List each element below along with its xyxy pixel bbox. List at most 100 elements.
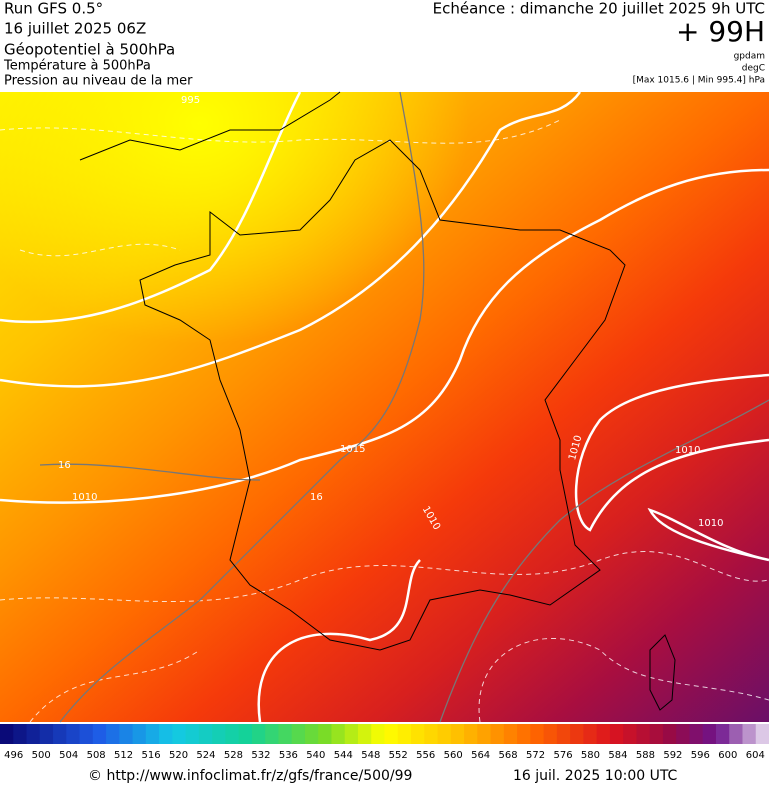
colorbar-swatch <box>225 724 240 744</box>
colorbar-swatch <box>676 724 690 744</box>
colorbar-label: 564 <box>471 750 490 761</box>
colorbar-swatch <box>715 724 730 744</box>
colorbar-label: 500 <box>32 750 51 761</box>
colorbar-swatch <box>185 724 200 744</box>
colorbar-label: 544 <box>334 750 353 761</box>
uk-coast <box>79 91 341 161</box>
colorbar-swatch <box>318 724 332 744</box>
colorbar-swatch <box>212 724 226 744</box>
contour-label: 995 <box>181 95 200 106</box>
colorbar-swatch <box>371 724 385 744</box>
colorbar-label: 504 <box>59 750 78 761</box>
contour-label: 16 <box>310 492 323 503</box>
colorbar-swatch <box>596 724 611 744</box>
colorbar-swatch <box>291 724 306 744</box>
colorbar-swatch <box>13 724 28 744</box>
colorbar-swatch <box>543 724 558 744</box>
colorbar-swatch <box>411 724 425 744</box>
colorbar-swatch <box>357 724 372 744</box>
colorbar-swatch <box>636 724 651 744</box>
colorbar-swatch <box>424 724 439 744</box>
colorbar-swatch <box>66 724 81 744</box>
isotherms <box>0 119 769 723</box>
source-url: © http://www.infoclimat.fr/z/gfs/france/… <box>88 768 412 784</box>
colorbar-swatch <box>570 724 584 744</box>
colorbar-label: 568 <box>499 750 518 761</box>
colorbar-label: 540 <box>306 750 325 761</box>
colorbar-swatch <box>742 724 757 744</box>
colorbar-label: 552 <box>389 750 408 761</box>
colorbar-swatch <box>119 724 134 744</box>
isobars <box>0 91 769 723</box>
contour-label: 16 <box>58 460 71 471</box>
colorbar-swatch <box>159 724 173 744</box>
map: 995 16 1010 1015 16 1010 1010 1010 1010 <box>0 91 769 723</box>
colorbar-swatch <box>517 724 531 744</box>
colorbar-label: 576 <box>553 750 572 761</box>
colorbar-label: 496 <box>4 750 23 761</box>
colorbar-swatch <box>464 724 478 744</box>
colorbar-swatch <box>304 724 319 744</box>
corsica <box>649 634 676 711</box>
colorbar-swatch <box>39 724 54 744</box>
colorbar-label: 588 <box>636 750 655 761</box>
colorbar-swatch <box>477 724 492 744</box>
layer-label: Géopotentiel à 500hPa <box>4 41 175 59</box>
colorbar-label: 512 <box>114 750 133 761</box>
france-outline <box>139 139 626 651</box>
colorbar-swatch <box>437 724 452 744</box>
layer-label: Température à 500hPa <box>3 59 151 74</box>
forecast-time: Echéance : dimanche 20 juillet 2025 9h U… <box>433 0 765 18</box>
colorbar-label: 604 <box>746 750 765 761</box>
timestamp: 16 juil. 2025 10:00 UTC <box>513 768 678 784</box>
colorbar-label: 556 <box>416 750 435 761</box>
colorbar-label: 548 <box>361 750 380 761</box>
contour-label: 1010 <box>72 492 97 503</box>
colorbar-swatch <box>278 724 293 744</box>
unit-label: gpdam <box>734 52 765 62</box>
colorbar-swatch <box>331 724 346 744</box>
colorbar-swatch <box>583 724 598 744</box>
colorbar-label: 516 <box>142 750 161 761</box>
colorbar-label: 572 <box>526 750 545 761</box>
colorbar-swatch <box>106 724 120 744</box>
contour-label: 1010 <box>698 518 723 529</box>
colorbar-swatch <box>609 724 624 744</box>
geopotential <box>39 91 769 723</box>
colorbar-swatch <box>384 724 399 744</box>
colorbar-label: 584 <box>608 750 627 761</box>
colorbar-label: 600 <box>718 750 737 761</box>
colorbar-label: 592 <box>663 750 682 761</box>
unit-label: degC <box>742 64 765 74</box>
colorbar-swatch <box>145 724 160 744</box>
contour-label: 1015 <box>340 444 365 455</box>
colorbar-swatch <box>238 724 253 744</box>
colorbar-label: 528 <box>224 750 243 761</box>
colorbar-label: 560 <box>444 750 463 761</box>
colorbar-swatch <box>79 724 94 744</box>
colorbar-swatch <box>251 724 266 744</box>
colorbar-swatch <box>53 724 67 744</box>
colorbar-label: 580 <box>581 750 600 761</box>
colorbar-label: 508 <box>87 750 106 761</box>
colorbar-swatch <box>0 724 14 744</box>
colorbar-swatch <box>132 724 147 744</box>
colorbar-swatch <box>92 724 107 744</box>
colorbar-swatch <box>702 724 717 744</box>
colorbar-swatch <box>172 724 187 744</box>
colorbar-swatch <box>649 724 664 744</box>
colorbar-swatch <box>490 724 505 744</box>
colorbar-swatch <box>662 724 677 744</box>
colorbar-swatch <box>198 724 213 744</box>
colorbar-swatch <box>755 724 769 744</box>
colorbar-swatch <box>397 724 412 744</box>
colorbar-swatch <box>450 724 465 744</box>
colorbar-swatch <box>623 724 637 744</box>
colorbar-swatch <box>26 724 41 744</box>
run-date: 16 juillet 2025 06Z <box>4 20 146 38</box>
colorbar-swatch <box>556 724 571 744</box>
colorbar-label: 524 <box>196 750 215 761</box>
range-label: [Max 1015.6 | Min 995.4] hPa <box>633 76 765 86</box>
colorbar-swatch <box>729 724 743 744</box>
colorbar-label: 536 <box>279 750 298 761</box>
